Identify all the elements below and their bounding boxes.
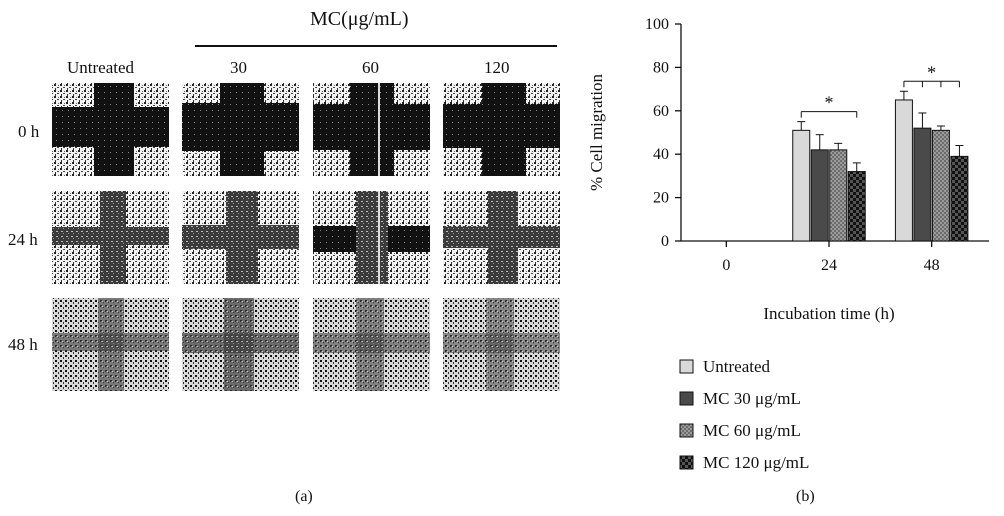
significance-asterisk: * — [927, 62, 936, 82]
micrograph-48h-30 — [182, 298, 299, 391]
panel-a-caption: (a) — [295, 488, 313, 505]
y-tick-label: 0 — [661, 233, 669, 250]
y-tick-label: 60 — [653, 103, 669, 120]
column-header-60: 60 — [362, 58, 379, 77]
column-header-30: 30 — [230, 58, 247, 77]
y-axis-title: % Cell migration — [587, 73, 606, 191]
bar-untreated-48 — [894, 99, 913, 242]
micrograph-0h-120 — [443, 83, 560, 176]
bar-mc-30-g-ml-24 — [810, 149, 829, 242]
x-tick-label: 24 — [821, 257, 837, 274]
x-axis-title: Incubation time (h) — [763, 304, 894, 323]
column-header-120: 120 — [484, 58, 510, 77]
bar-untreated-24 — [792, 129, 811, 242]
bar-mc-120-g-ml-48 — [950, 155, 969, 242]
significance-asterisk: * — [825, 93, 834, 113]
micrograph-48h-untreated — [52, 298, 169, 391]
y-tick-label: 100 — [645, 16, 669, 33]
column-header-untreated: Untreated — [67, 58, 135, 77]
panel-b-caption: (b) — [796, 488, 815, 505]
legend-swatch-1 — [679, 359, 694, 374]
cell-migration-bar-chart: 0 20 40 60 80 100 0 24 * 48 * Incubation time (h) % … — [587, 16, 989, 472]
y-tick-label: 80 — [653, 59, 669, 76]
legend-swatch-3 — [679, 423, 694, 438]
micrograph-24h-30 — [182, 191, 299, 284]
x-tick-label: 0 — [722, 257, 730, 274]
mc-group-header: MC(μg/mL) — [310, 8, 409, 30]
mc-group-header-rule — [195, 45, 557, 47]
bar-mc-60-g-ml-48 — [931, 129, 950, 242]
x-tick-label: 48 — [924, 257, 940, 274]
row-label-24h: 24 h — [8, 230, 38, 249]
y-tick-label: 40 — [653, 146, 669, 163]
legend-label-3: MC 60 μg/mL — [703, 421, 801, 440]
legend-label-1: Untreated — [703, 357, 771, 376]
micrograph-0h-untreated — [52, 83, 169, 176]
legend-swatch-2 — [679, 391, 694, 406]
micrograph-0h-60 — [313, 83, 430, 176]
legend-label-4: MC 120 μg/mL — [703, 453, 809, 472]
row-label-0h: 0 h — [18, 122, 40, 141]
row-label-48h: 48 h — [8, 335, 38, 354]
bar-mc-60-g-ml-24 — [829, 149, 848, 242]
micrograph-24h-60 — [313, 191, 430, 284]
bar-mc-30-g-ml-48 — [913, 127, 932, 242]
micrograph-24h-120 — [443, 191, 560, 284]
micrograph-grid — [52, 83, 560, 391]
bar-mc-120-g-ml-24 — [847, 171, 866, 242]
micrograph-0h-30 — [182, 83, 299, 176]
micrograph-24h-untreated — [52, 191, 169, 284]
y-tick-label: 20 — [653, 190, 669, 207]
micrograph-48h-120 — [443, 298, 560, 391]
micrograph-48h-60 — [313, 298, 430, 391]
legend-swatch-4 — [679, 455, 694, 470]
legend-label-2: MC 30 μg/mL — [703, 389, 801, 408]
